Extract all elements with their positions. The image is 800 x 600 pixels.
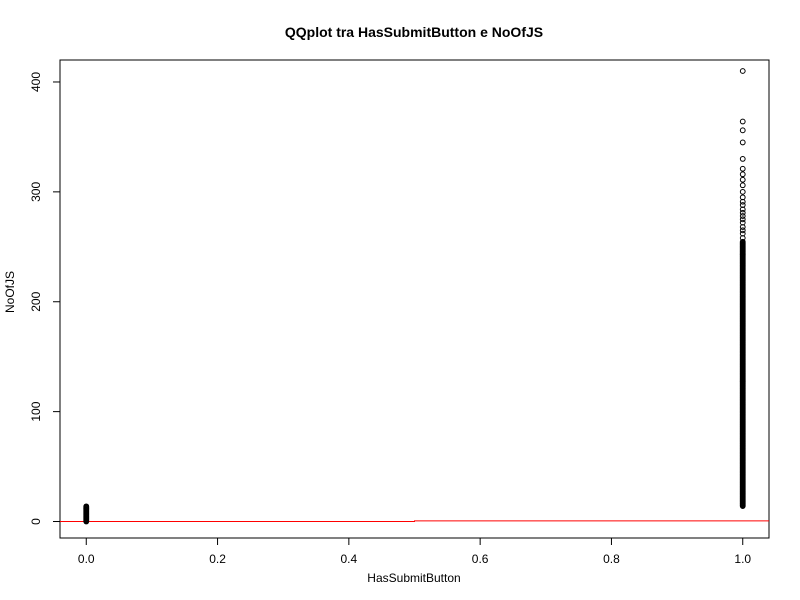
data-points — [83, 68, 746, 525]
plot-frame — [59, 59, 770, 539]
data-point — [739, 213, 746, 219]
data-point — [739, 68, 746, 74]
data-point — [739, 209, 746, 216]
data-point — [739, 176, 746, 183]
data-point — [739, 171, 746, 178]
y-tick-label: 100 — [29, 401, 43, 421]
y-tick-label: 200 — [29, 291, 43, 311]
y-axis: 0 100 200 300 400 — [29, 72, 61, 525]
x-tick-label: 0.6 — [472, 552, 489, 566]
y-axis-label: NoOfJS — [3, 271, 17, 313]
data-point — [739, 118, 746, 125]
data-point — [739, 219, 746, 226]
data-point — [739, 230, 746, 237]
qq-reference-line — [60, 520, 769, 523]
data-point — [739, 155, 746, 162]
x-tick-label: 0.2 — [209, 552, 226, 566]
y-tick-label: 0 — [29, 518, 43, 525]
data-point — [739, 227, 746, 234]
x-tick-label: 0.8 — [603, 552, 620, 566]
x-axis: 0.0 0.2 0.4 0.6 0.8 1.0 — [78, 537, 751, 566]
data-point — [739, 202, 746, 208]
chart-title: QQplot tra HasSubmitButton e NoOfJS — [285, 24, 543, 40]
x-axis-label: HasSubmitButton — [367, 571, 460, 585]
x-tick-label: 1.0 — [734, 552, 751, 566]
data-point — [739, 139, 746, 146]
data-point — [83, 503, 90, 510]
x-tick-label: 0.0 — [78, 552, 95, 566]
data-point — [739, 216, 746, 223]
data-point — [739, 127, 746, 134]
data-point — [739, 188, 746, 195]
x-tick-label: 0.4 — [341, 552, 358, 566]
data-point — [739, 165, 746, 172]
data-point — [739, 238, 746, 245]
reference-line — [60, 520, 769, 523]
data-point — [739, 182, 746, 189]
y-tick-label: 400 — [29, 72, 43, 92]
y-tick-label: 300 — [29, 182, 43, 202]
data-point — [739, 194, 746, 201]
